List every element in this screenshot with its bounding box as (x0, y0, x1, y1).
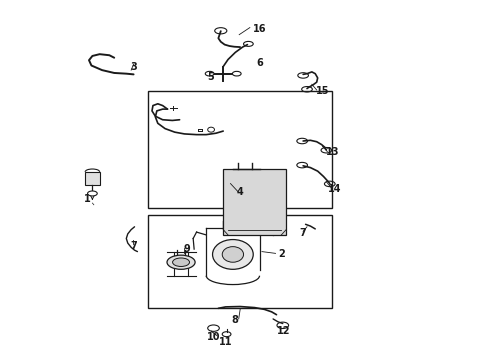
Text: 5: 5 (208, 72, 215, 82)
Text: 11: 11 (219, 337, 232, 347)
Text: 8: 8 (232, 315, 239, 325)
Ellipse shape (167, 255, 195, 269)
Text: 2: 2 (278, 249, 285, 260)
Bar (148, 215, 332, 307)
Ellipse shape (277, 322, 289, 329)
Text: 6: 6 (256, 58, 263, 68)
Bar (223, 169, 286, 235)
Text: 10: 10 (207, 332, 220, 342)
Text: 12: 12 (277, 326, 291, 336)
Bar (85, 172, 99, 185)
Text: 3: 3 (130, 62, 137, 72)
Ellipse shape (208, 325, 220, 331)
Bar (148, 91, 332, 208)
Text: 13: 13 (325, 147, 339, 157)
Circle shape (222, 247, 244, 262)
Circle shape (213, 239, 253, 269)
Text: 1: 1 (84, 194, 91, 204)
Text: 7: 7 (130, 240, 137, 251)
Ellipse shape (222, 332, 231, 337)
Text: 16: 16 (253, 24, 266, 34)
Text: 7: 7 (300, 228, 307, 238)
Ellipse shape (232, 71, 241, 76)
Ellipse shape (205, 71, 214, 76)
Ellipse shape (88, 191, 97, 196)
Circle shape (208, 127, 215, 132)
Text: 15: 15 (316, 86, 329, 96)
Text: 9: 9 (183, 244, 190, 254)
Text: 14: 14 (328, 184, 342, 194)
Ellipse shape (172, 258, 190, 266)
Text: 4: 4 (237, 188, 244, 197)
